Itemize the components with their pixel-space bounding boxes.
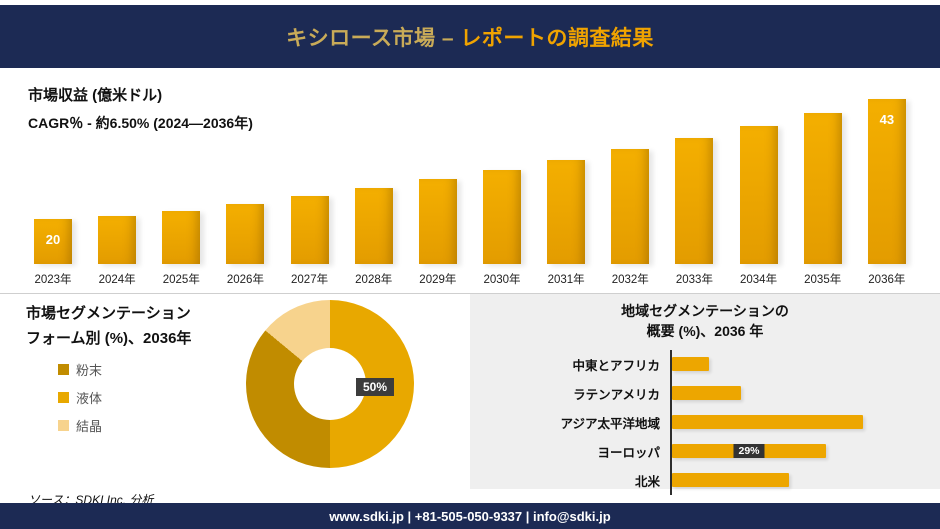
region-label: ラテンアメリカ	[573, 387, 660, 402]
revenue-bar	[98, 216, 137, 264]
revenue-bar-column: 2030年	[471, 170, 533, 287]
region-panel-title: 地域セグメンテーションの 概要 (%)、2036 年	[470, 301, 940, 342]
x-axis-label: 2025年	[162, 274, 200, 286]
revenue-bar-column: 43 2036年	[856, 99, 918, 287]
revenue-bar-chart: 20 2023年 2024年 2025年 2026年 2027年 2028年 2029年 203…	[22, 95, 918, 287]
revenue-bar-column: 2025年	[150, 211, 212, 287]
form-seg-title-line1: 市場セグメンテーション	[26, 305, 191, 322]
revenue-bar	[226, 204, 265, 264]
revenue-bar-column: 2026年	[214, 204, 276, 287]
legend-swatch	[58, 392, 69, 403]
revenue-bar	[675, 138, 714, 264]
region-label: 北米	[634, 474, 660, 489]
region-bar-track	[670, 378, 940, 408]
revenue-bar: 43	[867, 99, 906, 264]
footer-contact-bar: www.sdki.jp | +81-505-050-9337 | info@sd…	[0, 503, 940, 529]
region-label: 中東とアフリカ	[572, 358, 660, 373]
revenue-chart-meta: 市場収益 (億米ドル) CAGR％ - 約6.50% (2024―2036年)	[28, 84, 253, 133]
x-axis-label: 2034年	[740, 274, 778, 286]
region-bar-chart: 中東とアフリカ ラテンアメリカアジア太平洋地域ヨーロッパ 29% 北米	[470, 349, 940, 495]
legend-label: 結晶	[76, 419, 103, 434]
legend-item: 結晶	[58, 416, 102, 435]
bar-value-label: 20	[45, 232, 61, 247]
revenue-bar	[803, 113, 842, 264]
region-row: 中東とアフリカ	[470, 349, 940, 379]
revenue-bar-column: 20 2023年	[22, 219, 84, 287]
bottom-section: 市場セグメンテーション フォーム別 (%)、2036年 粉末液体結晶 50% 地…	[0, 293, 940, 495]
revenue-bar	[354, 188, 393, 264]
x-axis-label: 2032年	[611, 274, 649, 286]
revenue-bar	[290, 196, 329, 264]
x-axis-label: 2035年	[804, 274, 842, 286]
region-bar	[672, 473, 789, 488]
x-axis-label: 2033年	[675, 274, 713, 286]
revenue-bar-column: 2027年	[279, 196, 341, 287]
x-axis-label: 2023年	[34, 274, 72, 286]
region-segmentation-panel: 地域セグメンテーションの 概要 (%)、2036 年 中東とアフリカ ラテンアメリ…	[470, 294, 940, 495]
region-row: ラテンアメリカ	[470, 378, 940, 408]
x-axis-label: 2026年	[226, 274, 264, 286]
legend-item: 粉末	[58, 360, 102, 379]
legend-swatch	[58, 364, 69, 375]
form-seg-legend: 粉末 液体 結晶	[58, 360, 102, 435]
title-market-name: キシロース市場 –	[286, 26, 455, 50]
revenue-bar-column: 2034年	[728, 126, 790, 287]
revenue-bar	[547, 160, 586, 264]
bar-value-label: 43	[879, 112, 895, 127]
region-bar-track: 29%	[670, 436, 940, 466]
revenue-bar	[739, 126, 778, 264]
region-bar	[672, 386, 741, 401]
region-bar: 29%	[672, 444, 826, 459]
revenue-bar	[611, 149, 650, 264]
region-row: 北米	[470, 465, 940, 495]
revenue-bar-column: 2024年	[86, 216, 148, 287]
region-row: ヨーロッパ 29%	[470, 436, 940, 466]
legend-label: 液体	[76, 391, 103, 406]
revenue-bar: 20	[34, 219, 72, 264]
form-seg-title-line2: フォーム別 (%)、2036年	[26, 330, 192, 347]
revenue-bar-column: 2032年	[599, 149, 661, 287]
legend-label: 粉末	[76, 363, 103, 378]
region-label: アジア太平洋地域	[560, 416, 660, 431]
revenue-bar-column: 2028年	[343, 188, 405, 287]
x-axis-label: 2027年	[291, 274, 329, 286]
region-bar	[672, 357, 709, 372]
form-segmentation-section: 市場セグメンテーション フォーム別 (%)、2036年 粉末液体結晶 50%	[0, 294, 470, 489]
region-bar-track	[670, 349, 940, 379]
revenue-bar	[418, 179, 457, 264]
revenue-bar-column: 2035年	[792, 113, 854, 287]
region-value-label: 29%	[733, 444, 765, 459]
report-header: キシロース市場 – レポートの調査結果	[0, 5, 940, 68]
revenue-chart-cagr: CAGR％ - 約6.50% (2024―2036年)	[28, 115, 253, 131]
title-report-subject: レポートの調査結果	[460, 26, 654, 50]
donut-value-label: 50%	[356, 378, 395, 396]
region-label: ヨーロッパ	[597, 445, 660, 460]
x-axis-label: 2036年	[868, 274, 906, 286]
region-bar-track	[670, 465, 940, 495]
region-title-line2: 概要 (%)、2036 年	[646, 323, 764, 340]
x-axis-label: 2030年	[483, 274, 521, 286]
revenue-bar	[482, 170, 521, 264]
region-title-line1: 地域セグメンテーションの	[621, 303, 789, 319]
region-bar	[672, 415, 863, 430]
x-axis-label: 2028年	[355, 274, 393, 286]
revenue-bar-column: 2033年	[663, 138, 725, 287]
page-title: キシロース市場 – レポートの調査結果	[286, 22, 654, 52]
revenue-bar-column: 2031年	[535, 160, 597, 287]
x-axis-label: 2031年	[547, 274, 585, 286]
legend-item: 液体	[58, 388, 102, 407]
region-bar-track	[670, 407, 940, 437]
revenue-bar	[162, 211, 201, 264]
legend-swatch	[58, 420, 69, 431]
region-row: アジア太平洋地域	[470, 407, 940, 437]
x-axis-label: 2024年	[98, 274, 136, 286]
x-axis-label: 2029年	[419, 274, 457, 286]
revenue-bar-column: 2029年	[407, 179, 469, 287]
revenue-chart-title: 市場収益 (億米ドル)	[28, 87, 163, 104]
